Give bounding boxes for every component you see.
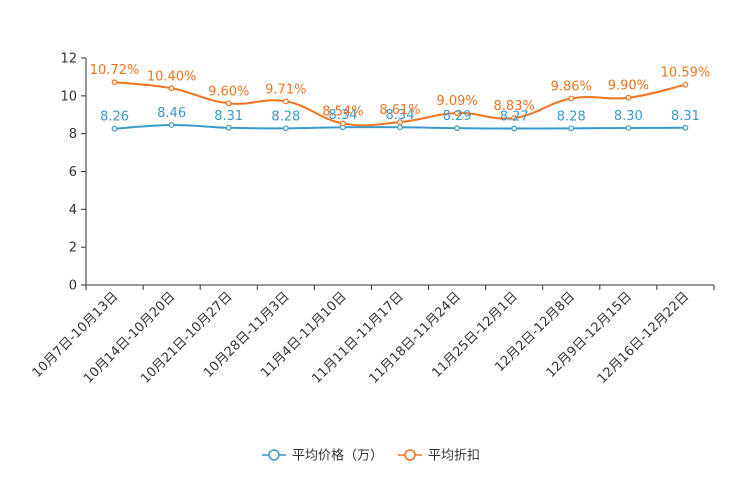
data-point (225, 124, 232, 131)
data-label: 8.31 (671, 109, 700, 124)
data-point (340, 120, 346, 127)
y-tick-label: 10 (60, 89, 77, 104)
data-point (225, 100, 232, 107)
data-label: 8.27 (500, 110, 529, 125)
legend[interactable]: 平均价格（万） 平均折扣 (262, 448, 480, 464)
data-label: 8.54% (322, 104, 363, 119)
series-avg-discount (111, 79, 689, 127)
data-point (282, 125, 289, 132)
data-point (111, 79, 118, 86)
data-point (568, 125, 575, 132)
data-point (397, 119, 403, 126)
data-point (625, 94, 632, 101)
y-tick-label: 6 (69, 165, 77, 180)
data-point (568, 95, 575, 102)
data-point (682, 81, 689, 88)
data-label: 9.86% (551, 79, 592, 94)
axes: 02468101210月7日-10月13日10月14日-10月20日10月21日… (30, 52, 715, 387)
data-label: 8.30 (614, 109, 643, 124)
series-avg-price (111, 122, 689, 132)
data-label: 9.90% (608, 79, 649, 94)
legend-label: 平均折扣 (428, 449, 480, 464)
data-point (168, 85, 175, 92)
data-label: 8.28 (557, 109, 586, 124)
data-point (168, 122, 175, 128)
data-point (454, 125, 460, 132)
data-point (282, 98, 289, 105)
data-label: 8.29 (443, 109, 472, 124)
data-label: 10.40% (147, 69, 197, 84)
legend-marker (268, 449, 280, 461)
data-point (511, 125, 518, 132)
data-point (454, 110, 460, 116)
data-label: 9.60% (208, 84, 249, 99)
data-point (682, 124, 689, 131)
data-label: 8.26 (100, 110, 129, 125)
data-labels: 8.26 8.46 8.31 8.28 8.34 8.34 8.29 8.27 8.28 8.30… (90, 63, 710, 125)
y-tick-label: 8 (69, 127, 77, 142)
y-tick-label: 2 (69, 241, 77, 256)
y-tick-label: 12 (60, 52, 77, 67)
series-layer (111, 79, 689, 132)
y-tick-label: 0 (69, 279, 77, 294)
data-point (511, 115, 518, 121)
data-label: 9.71% (265, 82, 306, 97)
data-label: 8.28 (271, 109, 300, 124)
data-label: 10.72% (90, 63, 140, 78)
data-point (111, 125, 118, 132)
data-label: 9.09% (436, 94, 477, 109)
data-label: 10.59% (661, 66, 711, 81)
y-tick-label: 4 (69, 203, 77, 218)
data-label: 8.34 (386, 108, 415, 123)
data-label: 8.34 (328, 108, 357, 123)
legend-label: 平均价格（万） (292, 448, 383, 464)
data-point (625, 125, 632, 131)
legend-item-avg-price[interactable]: 平均价格（万） (262, 448, 383, 464)
data-label: 8.46 (157, 106, 186, 121)
legend-marker (404, 449, 416, 461)
data-label: 8.31 (214, 109, 243, 124)
data-label: 8.83% (494, 99, 535, 114)
data-point (397, 124, 403, 131)
data-label: 8.61% (379, 103, 420, 118)
legend-item-avg-discount[interactable]: 平均折扣 (398, 449, 480, 464)
